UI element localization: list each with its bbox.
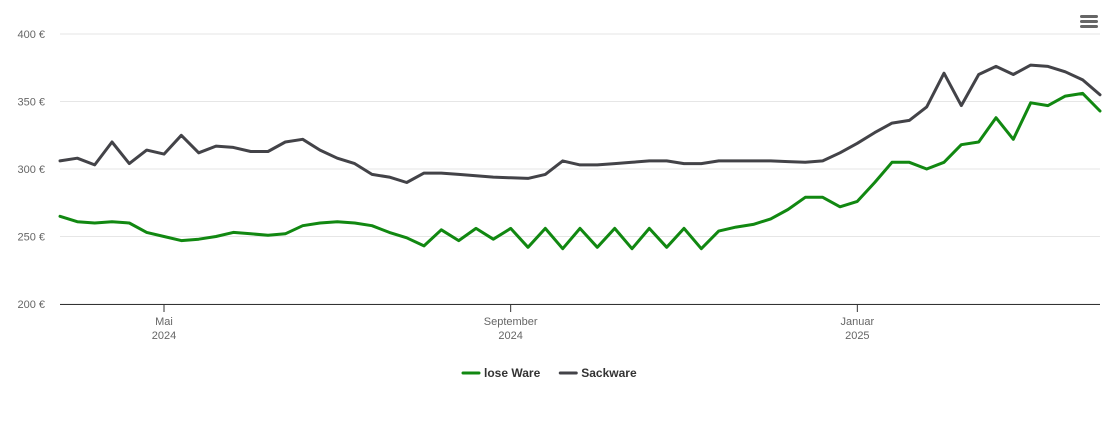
y-tick-label: 200 € bbox=[17, 299, 45, 311]
legend-item[interactable]: Sackware bbox=[558, 366, 637, 380]
menu-bar bbox=[1080, 20, 1098, 23]
x-tick-label-line: 2024 bbox=[152, 330, 176, 342]
y-tick-label: 250 € bbox=[17, 232, 45, 244]
y-tick-label: 300 € bbox=[17, 164, 45, 176]
menu-bar bbox=[1080, 15, 1098, 18]
x-tick-label: September 2024 bbox=[484, 316, 538, 342]
legend-item[interactable]: lose Ware bbox=[461, 366, 541, 380]
x-tick-label-line: September bbox=[484, 316, 538, 328]
y-tick-label: 400 € bbox=[17, 29, 45, 41]
x-tick-label: Mai 2024 bbox=[152, 316, 176, 342]
menu-button[interactable] bbox=[1080, 15, 1098, 28]
x-tick-label: Januar 2025 bbox=[841, 316, 875, 342]
x-tick-label-line: 2024 bbox=[498, 330, 522, 342]
x-tick-label-line: 2025 bbox=[845, 330, 869, 342]
line-series bbox=[58, 91, 1102, 251]
legend-text: Sackware bbox=[581, 366, 637, 380]
line-series bbox=[58, 63, 1102, 184]
x-tick-label-line: Mai bbox=[155, 316, 173, 328]
legend-text: lose Ware bbox=[484, 366, 541, 380]
x-tick-label-line: Januar bbox=[841, 316, 875, 328]
menu-bar bbox=[1080, 25, 1098, 28]
y-tick-label: 350 € bbox=[17, 97, 45, 109]
